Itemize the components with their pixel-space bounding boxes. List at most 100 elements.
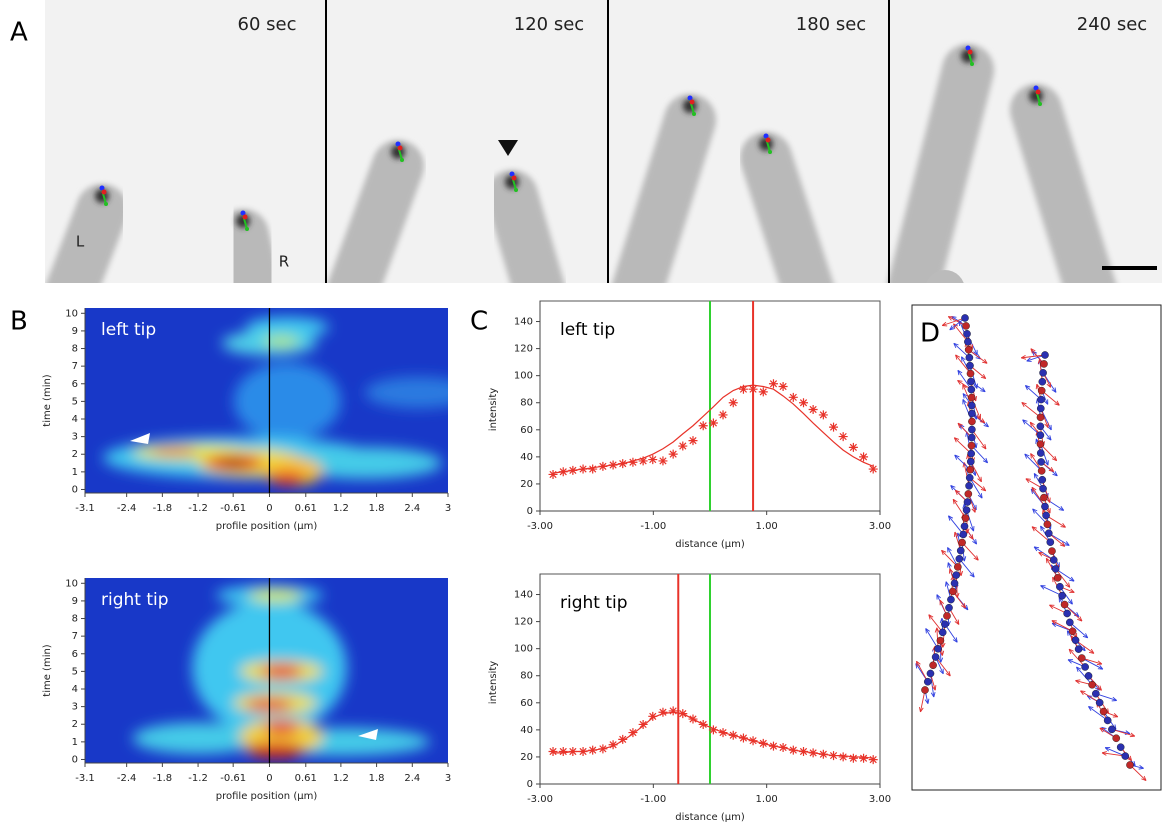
arrowhead — [358, 729, 378, 740]
vector-head — [1141, 775, 1147, 782]
x-tick-label: -0.61 — [220, 503, 246, 514]
vector-head — [950, 485, 956, 491]
track-point — [1036, 431, 1045, 440]
y-tick-label: 1 — [72, 467, 78, 478]
x-tick-label: -1.00 — [640, 521, 666, 532]
track-point — [961, 514, 970, 522]
x-tick-label: -3.1 — [75, 503, 95, 514]
vector-head — [1040, 525, 1045, 532]
hypha — [887, 44, 994, 283]
track-point — [964, 345, 973, 354]
data-point — [548, 469, 558, 479]
y-tick-label: 7 — [72, 361, 78, 372]
vector-head — [955, 354, 961, 360]
vector-head — [961, 356, 966, 362]
vector — [1081, 657, 1104, 670]
track-point — [963, 330, 971, 338]
data-point — [628, 728, 638, 738]
vector-head — [968, 534, 974, 540]
vector-head — [957, 422, 963, 429]
data-point — [758, 387, 768, 397]
data-point — [618, 734, 628, 744]
y-tick-label: 0 — [527, 779, 533, 790]
vector-head — [973, 383, 978, 389]
data-point — [588, 464, 598, 474]
data-point — [668, 706, 678, 716]
data-point — [868, 464, 878, 474]
vector — [955, 354, 971, 374]
data-point — [718, 410, 728, 420]
x-tick-label: -1.8 — [153, 503, 173, 514]
track-point — [1043, 520, 1052, 529]
tip-dot — [245, 227, 249, 231]
track-point — [954, 563, 962, 571]
x-tick-label: 0 — [266, 773, 272, 784]
track-point — [966, 465, 975, 474]
track-point — [1103, 716, 1112, 725]
vector-head — [962, 399, 967, 405]
vector-head — [939, 599, 945, 606]
vector-head — [947, 547, 952, 553]
track-point — [962, 506, 971, 514]
vector-head — [973, 555, 979, 561]
data-point — [788, 392, 798, 402]
vector — [969, 477, 983, 499]
data-point — [678, 441, 688, 451]
vector-head — [1064, 541, 1070, 546]
tip-dot — [1033, 85, 1039, 91]
y-tick-label: 40 — [520, 725, 533, 736]
track-point — [1040, 493, 1048, 502]
track-point — [967, 385, 976, 394]
vector-head — [916, 660, 921, 667]
vector-head — [1035, 383, 1041, 390]
vector-head — [1075, 679, 1081, 684]
vector-head — [958, 570, 963, 576]
track-point — [1038, 475, 1047, 484]
vector — [1041, 390, 1060, 406]
vector-head — [1099, 727, 1105, 733]
vector-head — [969, 526, 975, 532]
track-point — [1092, 689, 1100, 698]
time-label: 240 sec — [1077, 14, 1147, 35]
y-tick-label: 60 — [520, 425, 533, 436]
chart-annotation: right tip — [101, 590, 169, 610]
vector — [957, 369, 972, 390]
vector-head — [1082, 633, 1089, 639]
hypha — [1010, 84, 1116, 283]
vector-head — [977, 493, 983, 499]
vector-head — [1059, 541, 1066, 547]
vector-head — [947, 316, 954, 321]
vector-head — [1065, 582, 1071, 588]
y-tick-label: 120 — [514, 344, 533, 355]
vector — [948, 515, 964, 535]
vector-head — [971, 507, 976, 513]
vector — [1111, 728, 1135, 737]
track-point — [1036, 404, 1045, 413]
track-point — [931, 653, 940, 661]
data-point — [688, 436, 698, 446]
y-tick-label: 9 — [72, 596, 78, 607]
x-tick-label: 3.00 — [869, 521, 891, 532]
y-tick-label: 8 — [72, 614, 78, 625]
track-point — [1099, 707, 1108, 716]
hypha — [217, 209, 281, 283]
vector-head — [919, 706, 924, 713]
vector — [925, 628, 939, 650]
vector-head — [953, 437, 960, 443]
y-tick-label: 6 — [72, 379, 78, 390]
panel-label: C — [470, 307, 488, 337]
y-tick-label: 1 — [72, 737, 78, 748]
vector-head — [1030, 348, 1036, 354]
y-tick-label: 60 — [520, 698, 533, 709]
fit-line — [552, 384, 874, 474]
heatmap-blobs — [102, 316, 448, 486]
heatmap-blob — [132, 722, 264, 755]
y-axis-label: intensity — [488, 661, 499, 704]
tip-dot — [99, 185, 105, 191]
vector-head — [953, 342, 959, 349]
heatmap-chart: right tip -3.1 -2.4 -1.8 -1.2 -0.61 0 0.61 1.2 1.… — [42, 578, 451, 802]
vector-head — [1096, 660, 1103, 666]
x-tick-label: 3 — [445, 503, 451, 514]
track-point — [1039, 369, 1047, 377]
vector — [971, 429, 987, 450]
